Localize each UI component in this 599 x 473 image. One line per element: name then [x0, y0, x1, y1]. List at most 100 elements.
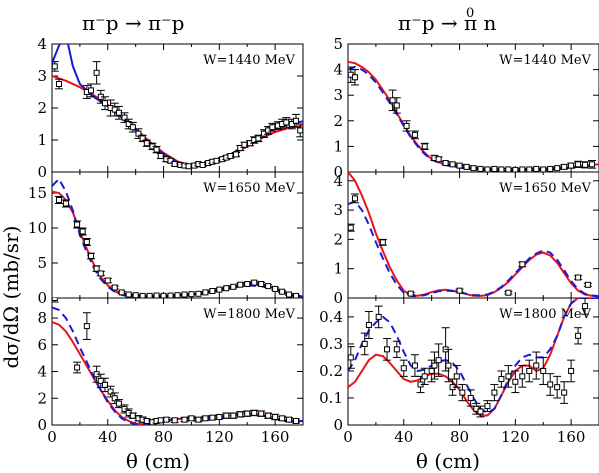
ytick-label-left-bot-3: 6: [37, 336, 47, 354]
data-point-left-bot-24: [209, 414, 216, 421]
data-point-right-bot-10: [428, 367, 435, 374]
data-point-right-bot-28: [533, 362, 540, 369]
y-axis-label: dσ/dΩ (mb/sr): [0, 226, 23, 369]
data-point-right-bot-30: [547, 381, 554, 388]
data-point-left-top-46: [288, 121, 295, 127]
data-point-left-mid-29: [251, 279, 258, 286]
xtick-label-right-bot-4: 160: [557, 428, 586, 446]
data-point-right-bot-0: [348, 354, 354, 361]
data-point-right-top-15: [484, 166, 491, 172]
data-point-right-bot-34: [575, 332, 582, 339]
data-point-right-top-13: [470, 165, 477, 172]
ytick-label-left-bot-1: 2: [37, 389, 47, 407]
data-point-left-bot-34: [279, 415, 286, 422]
data-point-right-bot-14: [445, 362, 452, 369]
data-point-left-mid-7: [97, 270, 104, 277]
data-point-left-mid-12: [132, 292, 139, 298]
data-point-left-mid-17: [167, 292, 174, 298]
data-point-left-mid-5: [88, 253, 95, 259]
data-point-left-bot-8: [115, 400, 122, 407]
data-point-right-bot-24: [505, 373, 512, 380]
data-point-right-mid-0: [348, 224, 354, 231]
ytick-label-right-top-4: 4: [333, 61, 343, 79]
data-point-right-bot-33: [568, 367, 575, 374]
data-point-left-bot-18: [163, 416, 170, 423]
right-x-axis-label: θ (cm): [416, 449, 480, 473]
data-point-right-bot-3: [375, 313, 382, 320]
xtick-label-left-bot-3: 120: [205, 428, 234, 446]
xtick-label-left-bot-1: 40: [98, 428, 117, 446]
ytick-label-left-mid-1: 5: [37, 254, 47, 272]
panel-right-top: 0 1 2 3 4 5 W=1440 MeV: [333, 35, 599, 181]
curve-blue-dash-right-top: [348, 65, 599, 172]
data-point-left-top-48: [297, 127, 303, 134]
data-point-left-top-13: [135, 130, 142, 137]
data-point-right-bot-6: [400, 365, 407, 372]
data-point-right-top-19: [512, 166, 519, 172]
curve-red-solid-right-top: [348, 60, 599, 172]
data-point-right-bot-18: [467, 394, 474, 401]
panel-right-bot: 0 0.1 0.2 0.3 0.4 0 40 80 120 160 W=1800 MeV: [319, 297, 599, 446]
data-point-left-top-24: [185, 163, 192, 170]
data-point-left-mid-26: [230, 283, 237, 290]
data-point-right-mid-6: [519, 261, 526, 268]
data-point-right-top-10: [449, 161, 456, 168]
data-point-left-bot-0: [52, 298, 58, 301]
data-point-left-bot-30: [251, 409, 258, 416]
data-point-left-mid-9: [111, 284, 118, 291]
data-point-left-top-1: [55, 81, 62, 87]
data-point-left-top-36: [241, 141, 248, 148]
data-point-left-bot-19: [171, 417, 178, 424]
data-point-left-bot-6: [107, 388, 114, 395]
data-point-right-top-20: [519, 166, 526, 172]
data-point-right-top-23: [540, 166, 547, 172]
data-point-left-mid-14: [146, 292, 153, 298]
data-point-right-bot-16: [453, 373, 460, 380]
data-point-left-top-3: [88, 87, 95, 94]
data-point-right-bot-23: [498, 376, 505, 383]
data-point-right-top-9: [442, 160, 449, 167]
data-point-left-mid-2: [74, 221, 81, 228]
data-point-right-bot-12: [435, 357, 442, 364]
data-point-left-mid-1: [62, 200, 69, 207]
curve-blue-dash-left-bot: [52, 306, 303, 425]
ytick-label-right-top-5: 5: [333, 35, 343, 53]
data-point-right-top-2: [389, 97, 396, 104]
data-point-left-bot-31: [258, 410, 265, 417]
ytick-label-right-mid-2: 2: [333, 230, 343, 248]
data-point-left-mid-33: [279, 288, 286, 295]
energy-label-left-top: W=1440 MeV: [203, 53, 295, 68]
data-point-left-mid-0: [55, 197, 62, 203]
plot-area-left-bot: [52, 298, 303, 425]
data-point-right-bot-31: [554, 384, 561, 391]
data-point-left-mid-3: [79, 228, 86, 235]
data-point-left-top-45: [283, 119, 290, 126]
data-point-left-mid-22: [202, 289, 209, 296]
ytick-label-right-bot-2: 0.2: [319, 362, 343, 380]
data-point-left-mid-19: [181, 291, 188, 298]
ytick-label-right-bot-1: 0.1: [319, 389, 343, 407]
data-point-left-bot-7: [111, 395, 118, 402]
data-point-left-mid-28: [244, 281, 251, 287]
data-point-left-bot-23: [202, 415, 209, 422]
data-point-left-bot-26: [223, 412, 230, 419]
data-point-left-top-21: [171, 161, 178, 167]
data-point-left-bot-21: [188, 415, 195, 422]
data-point-left-top-17: [153, 146, 160, 153]
data-point-right-top-18: [505, 166, 512, 172]
ytick-label-left-top-2: 2: [37, 99, 47, 117]
ytick-label-right-top-2: 2: [333, 112, 343, 130]
data-point-left-top-12: [129, 124, 136, 131]
data-point-left-bot-36: [293, 417, 300, 424]
data-point-left-top-0: [52, 63, 58, 70]
panel-right-mid: 0 1 2 3 4 W=1650 MeV: [333, 171, 599, 307]
data-point-right-mid-4: [456, 287, 463, 294]
data-point-right-bot-5: [393, 346, 400, 353]
data-point-left-top-11: [125, 121, 132, 127]
data-point-left-top-14: [139, 135, 146, 142]
curve-blue-dash-right-mid: [348, 200, 599, 298]
xtick-label-right-bot-1: 40: [394, 428, 413, 446]
data-point-right-bot-21: [484, 403, 491, 410]
data-point-right-bot-29: [540, 367, 547, 374]
